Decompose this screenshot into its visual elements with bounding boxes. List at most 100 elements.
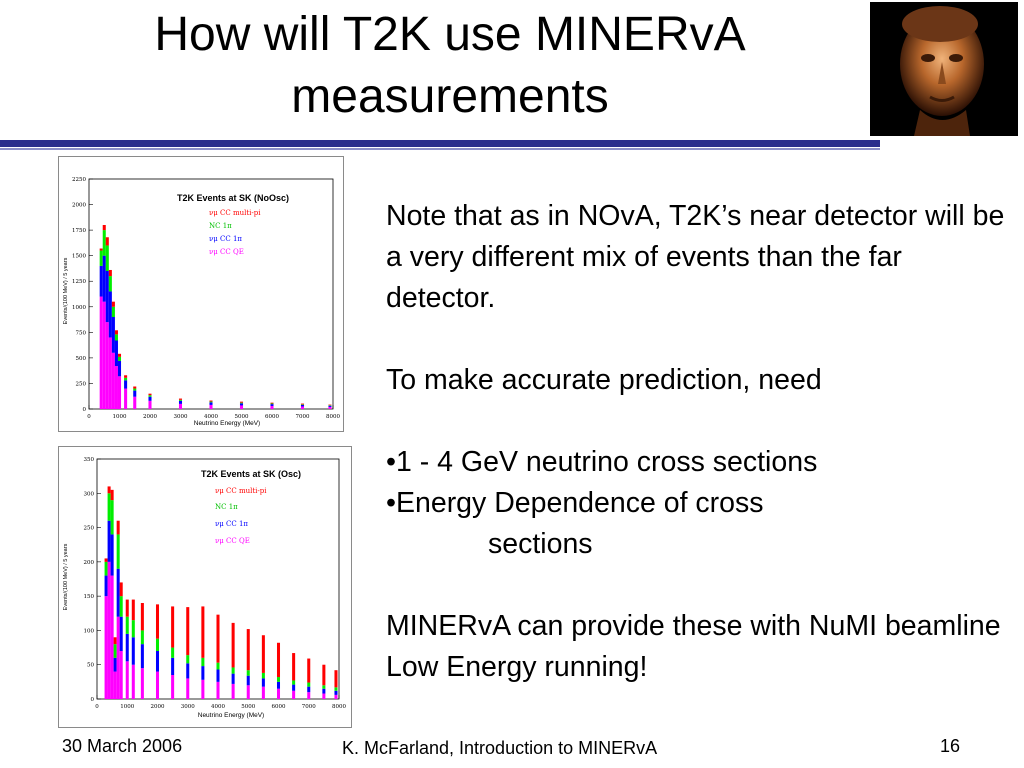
bar-segment: [124, 380, 128, 389]
bar-segment: [107, 520, 111, 562]
bar-segment: [140, 630, 144, 645]
bar-segment: [124, 388, 128, 409]
bar-segment: [124, 375, 128, 378]
x-tick-label: 8000: [326, 414, 340, 420]
y-tick-label: 2000: [72, 203, 86, 209]
legend-cc-qe: νμ CC QE: [209, 248, 244, 256]
bar-segment: [270, 404, 274, 406]
bar-segment: [300, 404, 305, 405]
bar-segment: [131, 637, 135, 665]
bar-segment: [116, 568, 120, 617]
bar-segment: [110, 489, 114, 501]
bar-segment: [300, 406, 305, 409]
bar-segment: [307, 686, 311, 693]
y-tick-label: 0: [83, 407, 87, 413]
footer-author: K. McFarland, Introduction to MINERvA: [342, 738, 658, 758]
y-tick-label: 200: [84, 560, 95, 566]
bar-segment: [261, 635, 265, 673]
bar-segment: [186, 678, 190, 699]
bar-segment: [178, 398, 183, 400]
x-tick-label: 0: [87, 414, 91, 420]
chart-noosc-svg: 0 1000 2000 3000 4000 5000 6000 7000 8000 0 250 500…: [63, 177, 340, 427]
bar-segment: [111, 306, 115, 317]
bar-segment: [276, 677, 281, 682]
bar-segment: [105, 237, 109, 246]
bar-segment: [133, 390, 137, 397]
bar-segment: [133, 396, 137, 409]
bar-segment: [178, 403, 183, 409]
chart-noosc-xlabel: Neutrino Energy (MeV): [194, 420, 260, 427]
bar-segment: [209, 402, 213, 405]
bar-segment: [201, 606, 205, 658]
chart-noosc-title: T2K Events at SK (NoOsc): [177, 193, 289, 203]
bar-segment: [125, 633, 129, 662]
bar-segment: [216, 669, 220, 682]
bar-segment: [307, 692, 311, 699]
bar-segment: [155, 671, 160, 699]
bar-segment: [117, 356, 122, 361]
title-divider-shadow: [0, 148, 880, 150]
chart-noosc-ylabel: Events/(100 MeV) / 5 years: [63, 257, 69, 324]
x-tick-label: 3000: [174, 414, 188, 420]
x-tick-label: 3000: [181, 704, 195, 710]
bar-segment: [209, 401, 213, 403]
legend-nc-1pi: NC 1π: [215, 503, 238, 511]
y-tick-label: 100: [84, 628, 95, 634]
bar-segment: [178, 399, 183, 401]
bar-segment: [110, 534, 114, 576]
legend-cc-1pi: νμ CC 1π: [209, 235, 242, 243]
bar-segment: [148, 400, 152, 409]
y-tick-label: 250: [84, 526, 95, 532]
bar-segment: [246, 685, 250, 699]
bar-segment: [105, 322, 109, 409]
bar-segment: [107, 493, 111, 521]
y-tick-label: 500: [76, 356, 87, 362]
bar-segment: [99, 248, 103, 251]
bar-segment: [231, 673, 235, 684]
bar-segment: [334, 694, 338, 699]
bar-segment: [114, 340, 118, 367]
bar-segment: [114, 334, 118, 341]
bar-segment: [216, 614, 220, 663]
bar-segment: [239, 401, 244, 403]
x-tick-label: 6000: [265, 414, 279, 420]
bar-segment: [201, 666, 205, 680]
chart-osc: 0 1000 2000 3000 4000 5000 6000 7000 8000 0 50 100 1…: [58, 446, 352, 728]
bar-segment: [292, 690, 296, 699]
bar-segment: [148, 396, 152, 401]
bar-segment: [104, 575, 108, 597]
bullet-1: •1 - 4 GeV neutrino cross sections: [386, 446, 818, 478]
bar-segment: [113, 657, 117, 672]
bar-segment: [292, 653, 296, 681]
bar-segment: [216, 662, 220, 670]
bar-segment: [270, 405, 274, 409]
title-divider: [0, 140, 880, 147]
bar-segment: [113, 671, 117, 699]
bar-segment: [111, 352, 115, 409]
x-tick-label: 2000: [151, 704, 165, 710]
y-tick-label: 2250: [72, 177, 86, 183]
bar-segment: [111, 317, 115, 353]
body-paragraph-1: Note that as in NOvA, T2K’s near detecto…: [386, 200, 1005, 314]
bar-segment: [276, 681, 281, 689]
bar-segment: [155, 638, 160, 651]
bar-segment: [124, 377, 128, 381]
bar-segment: [322, 693, 326, 699]
bar-segment: [239, 405, 244, 409]
y-tick-label: 1000: [72, 305, 86, 311]
bar-segment: [148, 393, 152, 396]
bar-segment: [231, 683, 235, 699]
chart-noosc: 0 1000 2000 3000 4000 5000 6000 7000 8000 0 250 500…: [58, 156, 344, 432]
y-tick-label: 150: [84, 594, 95, 600]
bar-segment: [209, 400, 213, 402]
x-tick-label: 7000: [296, 414, 310, 420]
title-line-2: measurements: [291, 70, 609, 123]
bar-segment: [292, 680, 296, 685]
bar-segment: [140, 668, 144, 699]
bar-segment: [140, 644, 144, 669]
bar-segment: [133, 388, 137, 391]
bullet-2: •Energy Dependence of cross: [386, 487, 764, 519]
bar-segment: [116, 520, 120, 535]
y-tick-label: 250: [76, 381, 87, 387]
bar-segment: [328, 406, 332, 409]
